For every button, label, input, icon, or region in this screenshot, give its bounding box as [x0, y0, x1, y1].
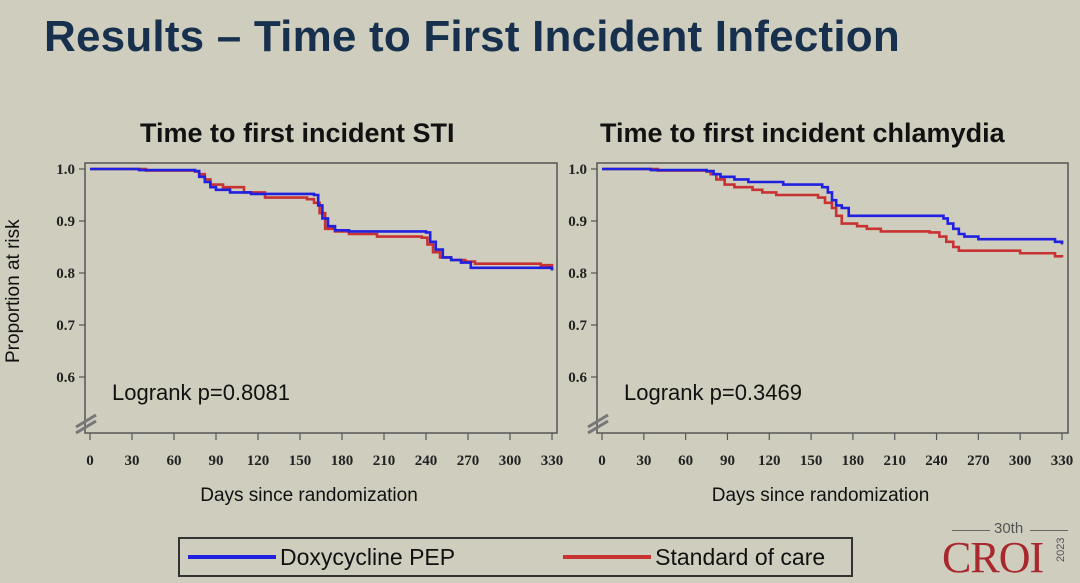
x-tick-label: 330 [1051, 453, 1074, 469]
x-tick-label: 60 [678, 453, 693, 469]
series-line-standard-of-care [90, 167, 554, 271]
y-tick-label: 1.0 [56, 162, 75, 178]
logo-text: CROI [942, 533, 1044, 582]
logo-rule-left [952, 530, 990, 531]
legend-swatch-standard-of-care [563, 555, 652, 559]
x-tick-label: 270 [457, 453, 480, 469]
legend-swatch-doxycycline [188, 555, 276, 559]
y-tick-label: 0.6 [568, 370, 587, 386]
y-tick-label: 0.9 [568, 214, 587, 230]
plot-frame [596, 162, 1069, 434]
chart-sti: 1.0 0.9 0.8 0.7 0.6 0 30 60 90 120 150 180 210 240 270… [56, 162, 563, 506]
legend-label-standard-of-care: Standard of care [655, 543, 826, 570]
chart-title-chlamydia: Time to first incident chlamydia [600, 118, 1005, 148]
x-tick-label: 210 [373, 453, 396, 469]
series-line-standard-of-care [602, 167, 1064, 258]
x-tick-label: 150 [800, 453, 823, 469]
x-tick-label: 330 [541, 453, 564, 469]
x-tick-label: 180 [331, 453, 354, 469]
plot-frame [84, 162, 558, 434]
legend-label-doxycycline: Doxycycline PEP [280, 543, 456, 570]
y-tick-label: 0.7 [56, 318, 75, 334]
x-tick-label: 150 [289, 453, 312, 469]
x-tick-label: 60 [167, 453, 182, 469]
x-tick-label: 0 [86, 453, 94, 469]
y-tick-label: 0.7 [568, 318, 587, 334]
y-tick-label: 1.0 [568, 162, 587, 178]
logo-edition: 30th [994, 520, 1024, 537]
logo-rule-right [1030, 530, 1068, 531]
y-tick-label: 0.8 [568, 266, 587, 282]
y-tick-label: 0.6 [56, 370, 75, 386]
logrank-annotation: Logrank p=0.3469 [624, 380, 802, 405]
x-tick-label: 90 [209, 453, 224, 469]
x-tick-label: 240 [415, 453, 438, 469]
slide-title: Results – Time to First Incident Infecti… [44, 12, 900, 61]
x-tick-label: 30 [125, 453, 140, 469]
legend-item-doxycycline: Doxycycline PEP [188, 544, 455, 571]
x-tick-label: 120 [247, 453, 270, 469]
chart-title-sti: Time to first incident STI [140, 118, 455, 148]
x-tick-label: 120 [758, 453, 781, 469]
x-tick-label: 0 [598, 453, 606, 469]
series-line-doxycycline-pep [602, 167, 1064, 245]
legend: Doxycycline PEP Standard of care [178, 537, 853, 577]
legend-item-standard-of-care: Standard of care [563, 544, 825, 571]
axis-break-mark [587, 419, 609, 435]
axis-break-mark [587, 413, 609, 429]
x-tick-label: 300 [499, 453, 522, 469]
x-tick-label: 240 [925, 453, 948, 469]
croi-logo: 30th CROI 2023 [938, 520, 1078, 582]
x-tick-label: 270 [967, 453, 990, 469]
x-tick-label: 90 [720, 453, 735, 469]
series-line-doxycycline-pep [90, 167, 554, 271]
axis-break-mark [75, 413, 97, 429]
chart-chlamydia: 1.0 0.9 0.8 0.7 0.6 0 30 60 90 120 150 180 210 240 270… [568, 162, 1073, 506]
x-tick-label: 30 [636, 453, 651, 469]
axis-break-mark [75, 419, 97, 435]
logrank-annotation: Logrank p=0.8081 [112, 380, 290, 405]
x-tick-label: 180 [842, 453, 865, 469]
x-tick-label: 210 [883, 453, 906, 469]
y-tick-label: 0.9 [56, 214, 75, 230]
logo-year: 2023 [1055, 537, 1067, 562]
x-axis-label: Days since randomization [200, 485, 418, 506]
x-axis-label: Days since randomization [712, 485, 930, 506]
y-tick-label: 0.8 [56, 266, 75, 282]
x-tick-label: 300 [1009, 453, 1032, 469]
